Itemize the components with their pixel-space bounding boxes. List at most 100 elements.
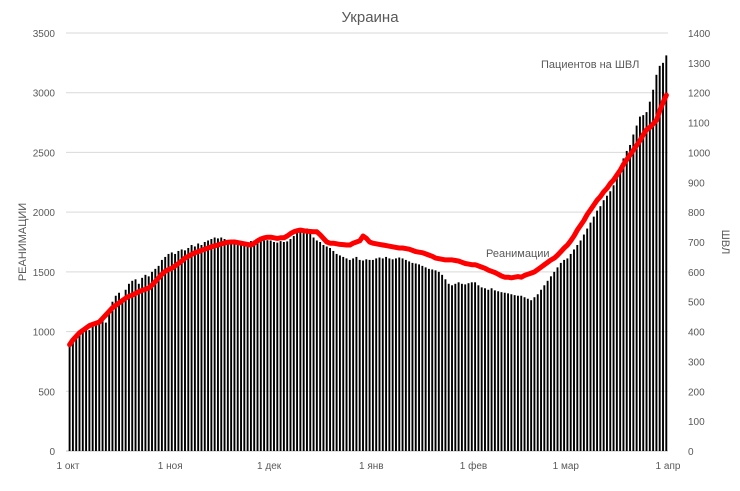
x-tick-label: 1 дек	[257, 461, 282, 472]
bar	[586, 228, 589, 451]
bar	[638, 116, 641, 451]
bar	[540, 289, 542, 451]
bar	[404, 259, 407, 451]
bar	[418, 264, 420, 451]
bar	[470, 282, 473, 451]
bar	[322, 244, 325, 451]
bar	[104, 322, 107, 451]
right-tick-label: 700	[688, 238, 705, 249]
bar	[75, 336, 78, 451]
bar	[226, 240, 229, 451]
bar	[177, 250, 180, 451]
bar	[424, 267, 427, 451]
bar	[329, 247, 331, 451]
bar	[648, 101, 651, 452]
line-series-reanimation	[67, 92, 669, 348]
bar	[187, 247, 190, 451]
x-tick-label: 1 окт	[57, 461, 80, 472]
bar	[427, 268, 430, 451]
bar	[111, 301, 114, 451]
bar	[345, 258, 348, 451]
bar	[606, 195, 608, 451]
bar	[180, 249, 183, 451]
bar	[526, 298, 529, 451]
bar	[381, 258, 384, 451]
bar	[302, 231, 305, 451]
bar	[546, 280, 549, 451]
right-tick-label: 800	[688, 208, 705, 219]
bar	[556, 267, 559, 451]
bar	[652, 89, 655, 451]
bar	[144, 274, 147, 451]
bar	[118, 292, 120, 451]
bar	[256, 242, 259, 451]
bar	[276, 242, 279, 451]
right-axis-ticks: 0 100 200 300 400 500 600 700 800 900 1000 1100 1200…	[688, 29, 711, 458]
bar	[358, 259, 361, 451]
bar	[477, 285, 480, 451]
left-axis-label: РЕАНИМАЦИИ	[17, 203, 29, 281]
bar	[134, 279, 137, 451]
bar	[563, 259, 566, 451]
left-tick-label: 3000	[33, 89, 56, 100]
x-tick-label: 1 апр	[656, 461, 681, 472]
bar	[203, 242, 206, 451]
x-tick-label: 1 мар	[553, 461, 580, 472]
bar	[325, 246, 328, 451]
bar	[619, 167, 622, 451]
bar	[167, 253, 170, 451]
bar	[500, 292, 503, 451]
bar	[655, 74, 658, 452]
bar	[81, 331, 84, 451]
bar	[210, 239, 213, 451]
bar	[213, 237, 216, 451]
bar	[309, 233, 312, 451]
bar	[95, 322, 97, 451]
bar	[101, 318, 104, 451]
bar	[332, 250, 335, 451]
bar	[497, 291, 500, 451]
right-tick-label: 900	[688, 178, 705, 189]
bar	[454, 283, 457, 451]
bar	[365, 259, 368, 451]
bar	[312, 237, 315, 451]
bar	[114, 295, 117, 451]
bar	[240, 241, 242, 451]
bar	[517, 295, 519, 451]
bar	[71, 340, 74, 451]
bar	[355, 256, 358, 451]
bar	[335, 253, 338, 451]
chart-title: Украина	[341, 9, 399, 26]
bar	[493, 290, 496, 451]
right-tick-label: 100	[688, 417, 705, 428]
bar	[91, 325, 94, 451]
right-tick-label: 300	[688, 357, 705, 368]
bar	[124, 289, 127, 451]
bar	[395, 258, 397, 451]
bar	[431, 269, 434, 451]
bar	[273, 242, 275, 451]
right-tick-label: 1200	[688, 89, 711, 100]
bar	[193, 246, 196, 451]
bar	[625, 150, 628, 451]
bar	[615, 176, 618, 452]
left-tick-label: 0	[49, 447, 55, 458]
bar	[467, 283, 470, 451]
bar	[279, 241, 282, 451]
bar	[296, 233, 299, 451]
bar	[635, 125, 638, 452]
bar	[520, 295, 523, 451]
bar	[184, 250, 186, 451]
bar	[408, 261, 411, 451]
right-tick-label: 200	[688, 387, 705, 398]
bar	[421, 265, 424, 451]
bar	[230, 242, 233, 451]
bar	[246, 242, 249, 451]
bar	[553, 271, 556, 451]
bar	[338, 255, 341, 451]
bar	[569, 253, 572, 451]
bar	[85, 328, 88, 451]
right-tick-label: 1100	[688, 119, 710, 130]
bar	[378, 257, 381, 451]
